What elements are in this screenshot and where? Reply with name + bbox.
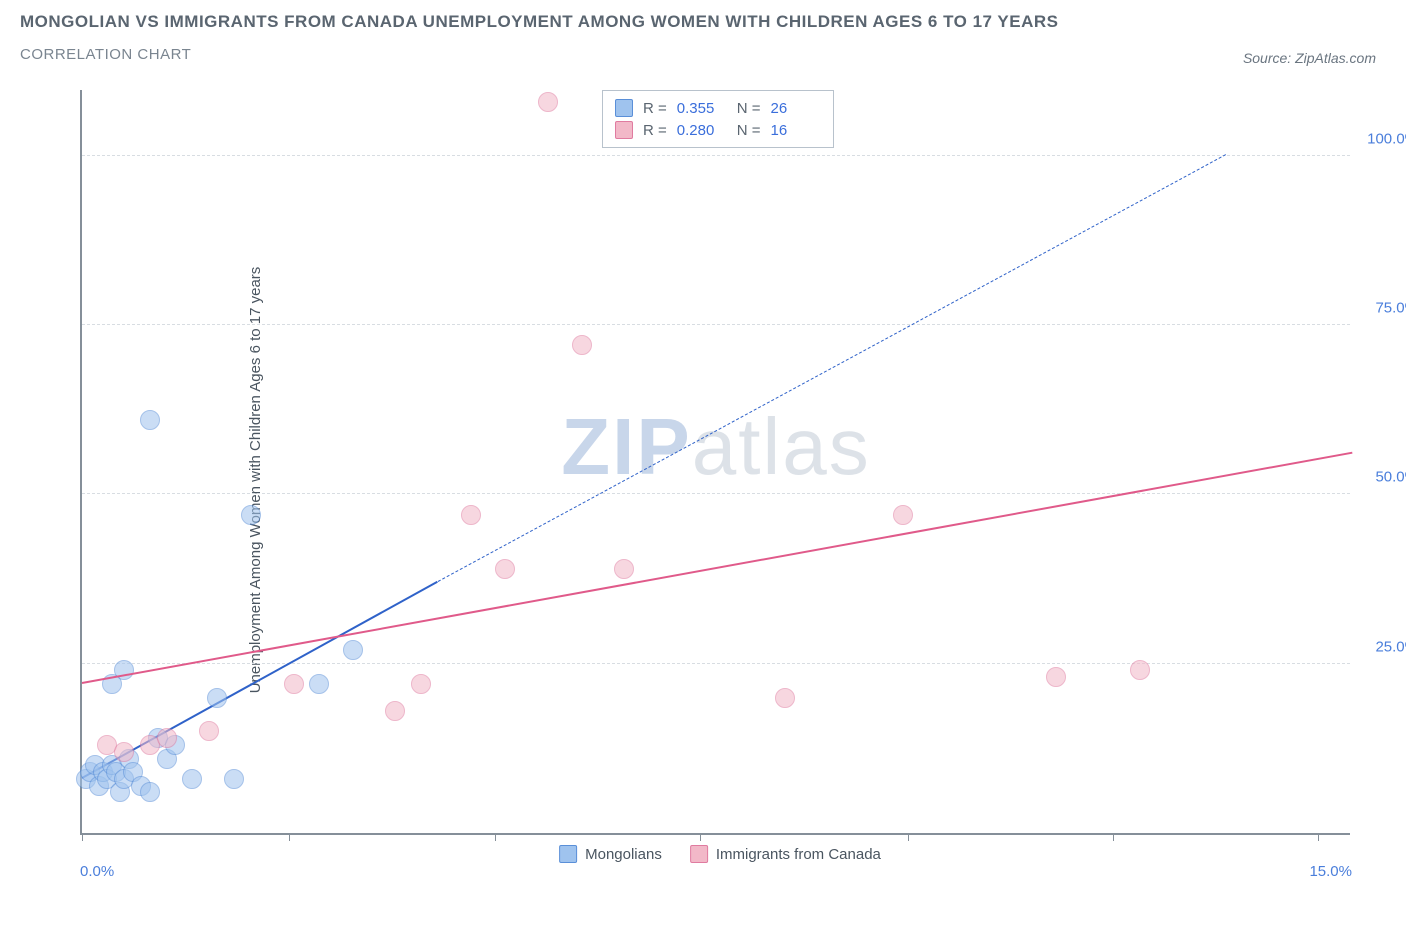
x-tick-mark xyxy=(700,833,701,841)
legend-label: Mongolians xyxy=(585,846,662,863)
data-point xyxy=(572,335,592,355)
x-tick-mark xyxy=(495,833,496,841)
x-tick-mark xyxy=(1113,833,1114,841)
stat-n-value: 16 xyxy=(771,122,821,139)
x-tick-mark xyxy=(289,833,290,841)
data-point xyxy=(538,92,558,112)
legend-swatch xyxy=(559,845,577,863)
legend-item: Immigrants from Canada xyxy=(690,845,881,863)
y-tick-label: 50.0% xyxy=(1375,469,1406,486)
trend-line xyxy=(82,581,439,779)
stat-r-label: R = xyxy=(643,100,667,117)
bottom-legend: Mongolians Immigrants from Canada xyxy=(559,845,881,863)
x-tick-mark xyxy=(82,833,83,841)
stats-legend: R = 0.355 N = 26 R = 0.280 N = 16 xyxy=(602,90,834,148)
data-point xyxy=(241,505,261,525)
stat-r-value: 0.355 xyxy=(677,100,727,117)
x-tick-mark xyxy=(908,833,909,841)
gridline xyxy=(82,663,1350,664)
x-origin-label: 0.0% xyxy=(80,863,114,880)
data-point xyxy=(140,782,160,802)
source-label: Source: ZipAtlas.com xyxy=(1243,50,1376,66)
stat-r-value: 0.280 xyxy=(677,122,727,139)
data-point xyxy=(224,769,244,789)
legend-swatch xyxy=(615,121,633,139)
data-point xyxy=(411,674,431,694)
stat-n-label: N = xyxy=(737,122,761,139)
y-tick-label: 25.0% xyxy=(1375,638,1406,655)
x-max-label: 15.0% xyxy=(1309,863,1352,880)
legend-item: Mongolians xyxy=(559,845,662,863)
y-tick-label: 75.0% xyxy=(1375,300,1406,317)
data-point xyxy=(343,640,363,660)
chart-title-1: MONGOLIAN VS IMMIGRANTS FROM CANADA UNEM… xyxy=(20,12,1386,32)
data-point xyxy=(284,674,304,694)
data-point xyxy=(614,559,634,579)
legend-swatch xyxy=(615,99,633,117)
data-point xyxy=(1046,667,1066,687)
plot-area: ZIPatlas R =0.355N =26R =0.280N =16 25.0… xyxy=(80,90,1350,835)
data-point xyxy=(495,559,515,579)
chart-container: Unemployment Among Women with Children A… xyxy=(50,85,1390,875)
gridline xyxy=(82,493,1350,494)
trend-line xyxy=(437,155,1225,583)
data-point xyxy=(199,721,219,741)
chart-title-2: CORRELATION CHART xyxy=(20,46,1386,63)
data-point xyxy=(182,769,202,789)
y-tick-label: 100.0% xyxy=(1367,130,1406,147)
data-point xyxy=(385,701,405,721)
x-tick-mark xyxy=(1318,833,1319,841)
data-point xyxy=(309,674,329,694)
gridline xyxy=(82,155,1350,156)
data-point xyxy=(140,410,160,430)
data-point xyxy=(114,742,134,762)
legend-swatch xyxy=(690,845,708,863)
data-point xyxy=(461,505,481,525)
data-point xyxy=(207,688,227,708)
legend-label: Immigrants from Canada xyxy=(716,846,881,863)
gridline xyxy=(82,324,1350,325)
stat-legend-row: R = 0.355 N = 26 xyxy=(615,97,821,119)
data-point xyxy=(893,505,913,525)
data-point xyxy=(775,688,795,708)
trend-line xyxy=(82,452,1352,684)
data-point xyxy=(157,728,177,748)
stat-r-label: R = xyxy=(643,122,667,139)
data-point xyxy=(1130,660,1150,680)
stat-legend-row: R = 0.280 N = 16 xyxy=(615,119,821,141)
stat-n-value: 26 xyxy=(771,100,821,117)
stat-n-label: N = xyxy=(737,100,761,117)
watermark: ZIPatlas xyxy=(561,401,870,493)
